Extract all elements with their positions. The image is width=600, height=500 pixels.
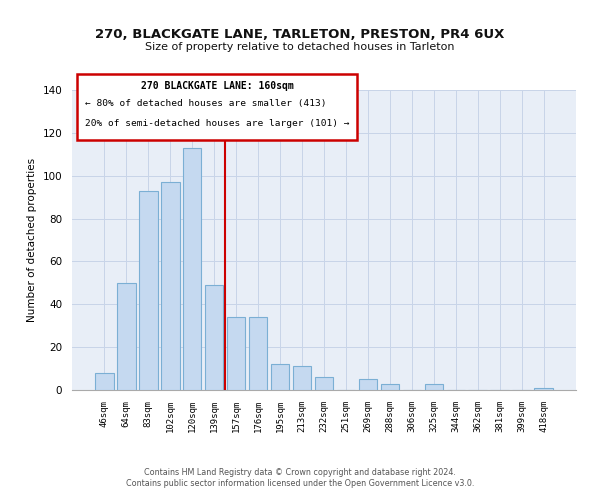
Bar [205, 285, 223, 390]
Bar [314, 377, 334, 390]
Bar [425, 384, 443, 390]
Bar [359, 380, 377, 390]
Text: 20% of semi-detached houses are larger (101) →: 20% of semi-detached houses are larger (… [85, 118, 349, 128]
Bar [249, 317, 268, 390]
Text: ← 80% of detached houses are smaller (413): ← 80% of detached houses are smaller (41… [85, 99, 326, 108]
Text: Contains HM Land Registry data © Crown copyright and database right 2024.
Contai: Contains HM Land Registry data © Crown c… [126, 468, 474, 487]
Bar [271, 364, 289, 390]
Bar [227, 317, 245, 390]
Text: 270 BLACKGATE LANE: 160sqm: 270 BLACKGATE LANE: 160sqm [140, 81, 293, 91]
Text: Size of property relative to detached houses in Tarleton: Size of property relative to detached ho… [145, 42, 455, 52]
Bar [183, 148, 202, 390]
Bar [117, 283, 136, 390]
Bar [535, 388, 553, 390]
FancyBboxPatch shape [77, 74, 357, 140]
Bar [293, 366, 311, 390]
Bar [95, 373, 113, 390]
Y-axis label: Number of detached properties: Number of detached properties [27, 158, 37, 322]
Bar [139, 190, 158, 390]
Bar [161, 182, 179, 390]
Text: 270, BLACKGATE LANE, TARLETON, PRESTON, PR4 6UX: 270, BLACKGATE LANE, TARLETON, PRESTON, … [95, 28, 505, 40]
Bar [380, 384, 399, 390]
